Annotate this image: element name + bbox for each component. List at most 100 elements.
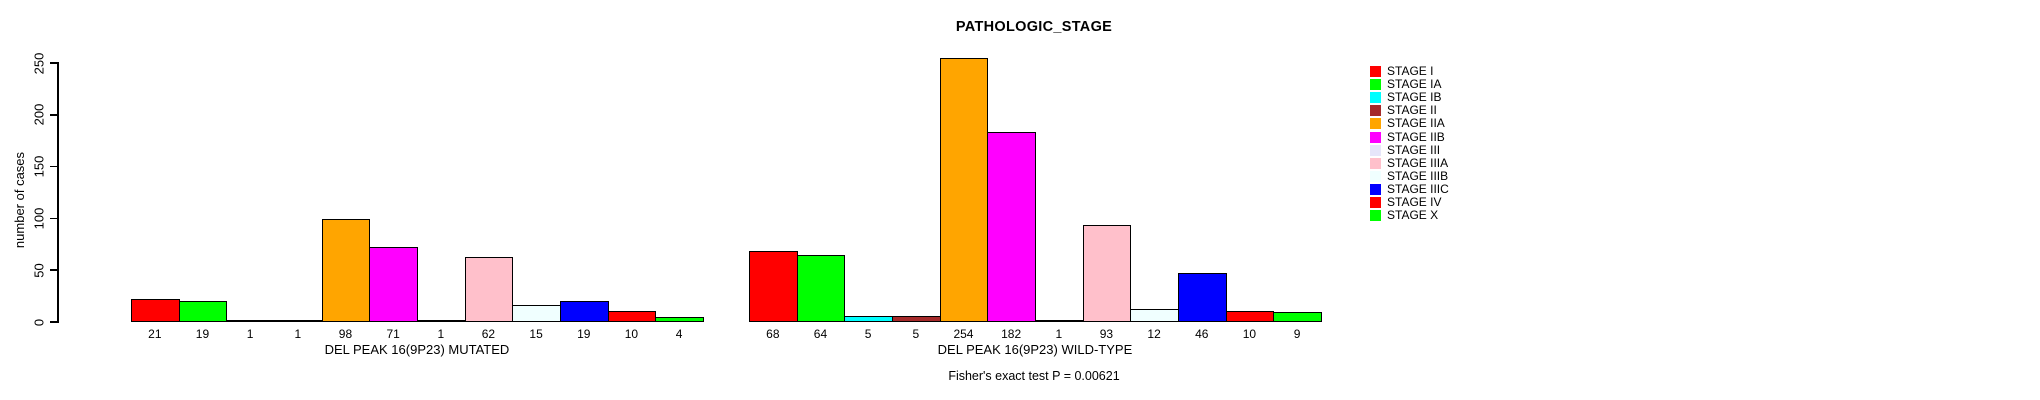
- bar-value-label: 1: [437, 327, 445, 341]
- bar-value-label: 12: [1147, 327, 1161, 341]
- y-tick-label: 250: [31, 52, 47, 74]
- legend-label: STAGE IB: [1387, 90, 1442, 105]
- bar-value-label: 4: [675, 327, 683, 341]
- bar-value-label: 98: [338, 327, 353, 341]
- legend-item: STAGE IIB: [1370, 129, 1445, 144]
- legend-swatch: [1370, 197, 1381, 208]
- legend-item: STAGE IIIB: [1370, 168, 1449, 183]
- bar-stage-iii: [416, 319, 466, 322]
- y-axis-label: number of cases: [12, 151, 27, 249]
- bar-stage-iiic: [559, 301, 609, 322]
- bar-stage-ii: [891, 315, 941, 322]
- bar-stage-iia: [939, 57, 989, 322]
- y-tick-label: 50: [31, 262, 47, 278]
- legend-label: STAGE IIIB: [1387, 168, 1449, 183]
- bar-stage-iiic: [1177, 273, 1227, 322]
- legend-item: STAGE IB: [1370, 91, 1441, 104]
- bar-stage-iib: [369, 247, 418, 322]
- legend-item: STAGE IIA: [1370, 117, 1445, 130]
- bar-value-label: 62: [481, 327, 496, 341]
- bar-stage-iiia: [1082, 224, 1132, 322]
- bar-value-label: 5: [864, 327, 872, 341]
- bar-stage-ib: [226, 319, 275, 322]
- legend-label: STAGE IA: [1387, 77, 1442, 92]
- legend-label: STAGE II: [1387, 103, 1437, 118]
- legend-item: STAGE I: [1370, 65, 1433, 78]
- y-tick: [50, 165, 58, 168]
- bar-value-label: 5: [912, 327, 920, 341]
- legend-label: STAGE X: [1387, 208, 1439, 223]
- bar-value-label: 9: [1293, 327, 1301, 341]
- bar-value-label: 64: [813, 327, 828, 341]
- bar-stage-x: [655, 316, 704, 322]
- legend-swatch: [1370, 170, 1381, 182]
- bar-value-label: 46: [1195, 327, 1209, 341]
- bar-stage-i: [131, 299, 180, 322]
- bar-stage-iiib: [1130, 308, 1179, 322]
- y-tick: [50, 62, 58, 64]
- legend-item: STAGE X: [1370, 209, 1438, 222]
- legend-swatch: [1370, 118, 1381, 130]
- bar-stage-iv: [1225, 310, 1275, 322]
- bar-value-label: 15: [529, 327, 543, 341]
- group-x-label: DEL PEAK 16(9P23) WILD-TYPE: [937, 342, 1133, 357]
- bar-value-label: 19: [195, 327, 210, 341]
- legend-item: STAGE IA: [1370, 78, 1441, 91]
- bar-stage-ii: [273, 319, 323, 322]
- y-tick-label: 0: [31, 318, 47, 326]
- bar-stage-x: [1273, 311, 1322, 322]
- bar-value-label: 1: [294, 327, 302, 341]
- legend-swatch: [1370, 79, 1381, 91]
- bar-value-label: 21: [148, 327, 162, 341]
- y-axis-line: [57, 62, 59, 323]
- legend-label: STAGE IV: [1387, 195, 1442, 209]
- bar-value-label: 71: [386, 327, 400, 341]
- legend-swatch: [1370, 144, 1381, 156]
- y-tick: [50, 114, 58, 116]
- legend-label: STAGE I: [1387, 64, 1434, 78]
- legend-item: STAGE IV: [1370, 196, 1441, 209]
- legend-label: STAGE IIA: [1387, 116, 1445, 131]
- legend-swatch: [1370, 131, 1381, 143]
- bar-value-label: 1: [246, 327, 254, 341]
- group-x-label: DEL PEAK 16(9P23) MUTATED: [324, 342, 510, 357]
- bar-stage-iib: [987, 132, 1036, 322]
- y-tick-label: 100: [31, 207, 47, 230]
- legend-label: STAGE IIIA: [1387, 155, 1449, 170]
- y-tick: [50, 321, 58, 323]
- bar-stage-ib: [844, 315, 893, 322]
- bar-stage-i: [749, 250, 798, 322]
- legend-swatch: [1370, 92, 1381, 104]
- legend-swatch: [1370, 66, 1381, 77]
- bar-value-label: 68: [766, 327, 780, 341]
- chart-title: PATHOLOGIC_STAGE: [955, 19, 1113, 35]
- legend-swatch: [1370, 105, 1381, 117]
- legend-item: STAGE III: [1370, 142, 1441, 157]
- legend-item: STAGE II: [1370, 104, 1437, 117]
- y-tick: [50, 269, 58, 271]
- bar-value-label: 19: [577, 327, 591, 341]
- legend-label: STAGE IIIC: [1387, 181, 1449, 196]
- bar-value-label: 10: [624, 327, 639, 341]
- bar-stage-iiia: [464, 256, 514, 322]
- y-tick-label: 200: [31, 103, 47, 126]
- bar-stage-ia: [796, 254, 846, 322]
- bar-value-label: 10: [1242, 327, 1257, 341]
- fisher-test-annotation: Fisher's exact test P = 0.00621: [948, 369, 1120, 383]
- y-tick-label: 150: [31, 155, 47, 178]
- bar-value-label: 254: [953, 327, 974, 341]
- bar-stage-iiib: [512, 305, 561, 322]
- bar-value-label: 1: [1055, 327, 1063, 341]
- bar-stage-ia: [178, 301, 228, 322]
- bar-value-label: 93: [1099, 327, 1114, 341]
- legend-swatch: [1370, 183, 1381, 195]
- legend-label: STAGE III: [1387, 142, 1441, 157]
- y-tick: [50, 217, 58, 220]
- bar-stage-iii: [1034, 319, 1084, 322]
- bar-stage-iv: [607, 310, 657, 322]
- legend-swatch: [1370, 210, 1381, 222]
- legend-label: STAGE IIB: [1387, 129, 1445, 144]
- bar-stage-iia: [321, 219, 371, 322]
- legend-item: STAGE IIIA: [1370, 155, 1449, 170]
- bar-value-label: 182: [1001, 327, 1022, 341]
